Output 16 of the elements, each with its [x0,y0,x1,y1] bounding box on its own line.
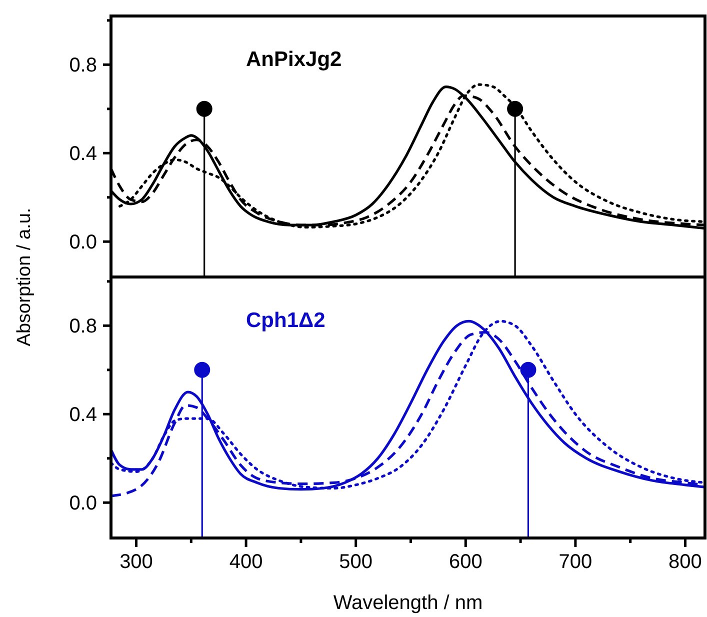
x-tick-label: 700 [558,551,592,573]
x-tick-label: 500 [339,551,373,573]
y-tick-label: 0.4 [69,404,97,426]
y-axis-title: Absorption / a.u. [14,208,35,346]
text: AnPixJg2 [246,48,342,71]
x-tick-label: 400 [229,551,263,573]
x-tick-label: 300 [120,551,153,573]
x-tick-label: 800 [668,551,702,573]
text: Cph1Δ2 [246,309,326,332]
y-tick-label: 0.8 [69,54,97,77]
y-tick-label: 0.0 [69,492,97,515]
x-tick-label: 600 [448,551,482,573]
y-tick-label: 0.8 [69,316,97,338]
x-axis-title: Wavelength / nm [333,592,483,614]
y-tick-label: 0.0 [69,232,97,254]
y-tick-label: 0.4 [69,143,97,166]
